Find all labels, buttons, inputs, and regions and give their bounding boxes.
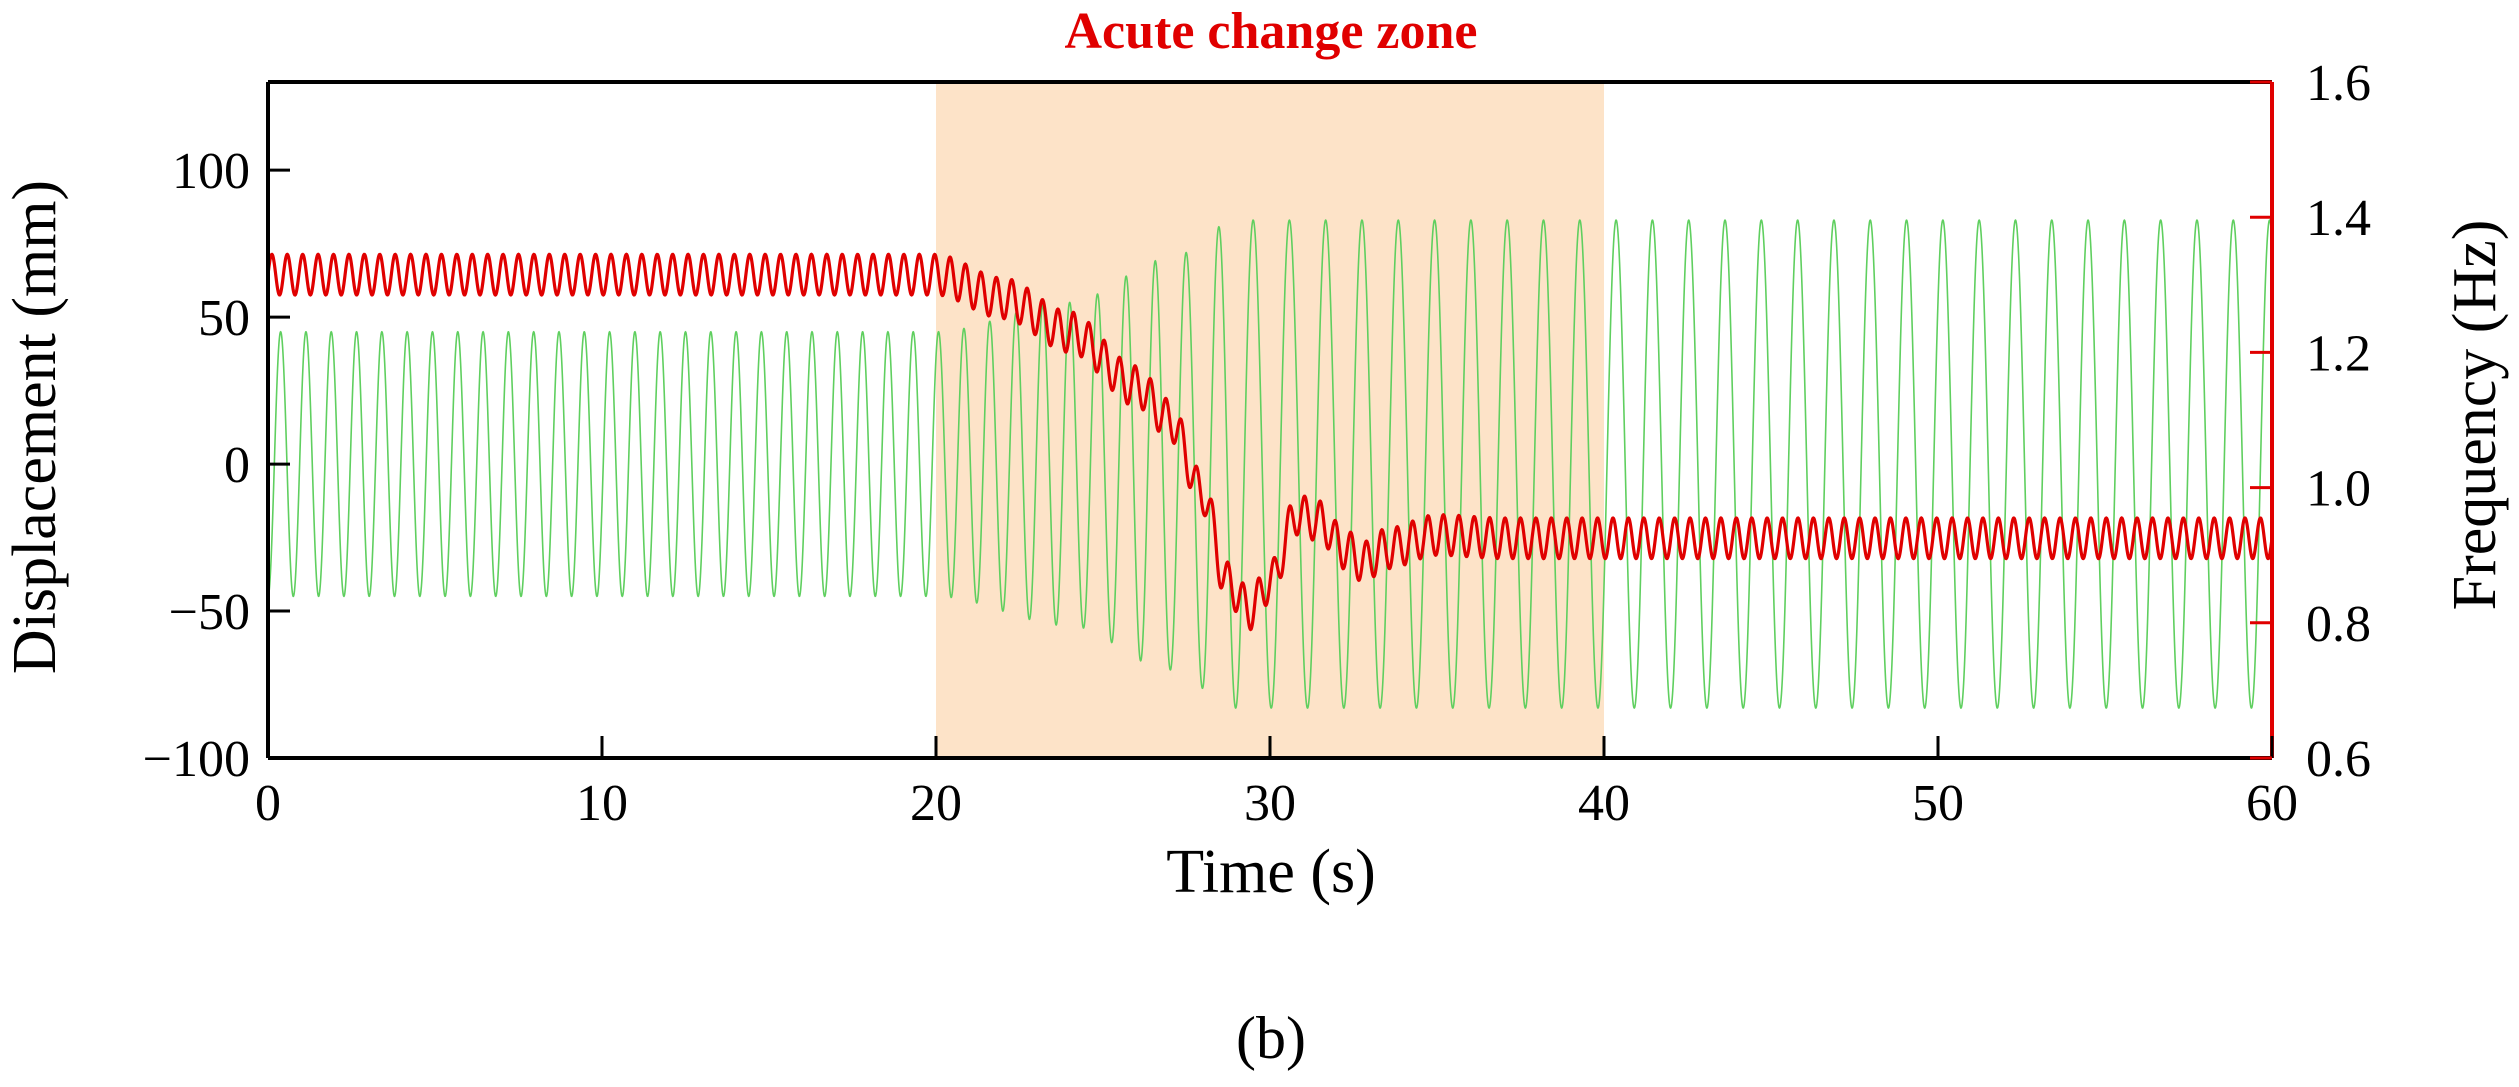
y-left-tick-label: 100 xyxy=(172,143,250,200)
zone-label: Acute change zone xyxy=(1064,3,1477,60)
x-tick-label: 10 xyxy=(576,775,628,832)
y-axis-right-title: Frequency (Hz) xyxy=(2441,220,2509,611)
panel-label: (b) xyxy=(1236,1005,1306,1071)
y-left-tick-label: −50 xyxy=(169,584,250,641)
y-axis-right: 0.6 0.8 1.0 1.2 1.4 1.6 xyxy=(2250,55,2371,788)
y-left-tick-label: −100 xyxy=(143,731,250,788)
y-left-tick-label: 0 xyxy=(224,437,250,494)
shaded-zone xyxy=(936,82,1604,758)
x-axis: 0 10 20 30 40 50 60 xyxy=(255,736,2298,832)
y-right-tick-label: 1.0 xyxy=(2306,461,2371,518)
frequency-series xyxy=(266,252,2274,632)
y-left-tick-label: 50 xyxy=(198,290,250,347)
x-tick-label: 50 xyxy=(1912,775,1964,832)
y-right-tick-label: 1.4 xyxy=(2306,190,2371,247)
y-right-tick-label: 1.2 xyxy=(2306,325,2371,382)
displacement-series xyxy=(267,219,2273,710)
y-axis-left-title: Displacement (mm) xyxy=(1,180,69,674)
y-axis-left: −100 −50 0 50 100 xyxy=(143,143,290,788)
y-right-tick-label: 1.6 xyxy=(2306,55,2371,112)
x-tick-label: 0 xyxy=(255,775,281,832)
y-right-tick-label: 0.6 xyxy=(2306,731,2371,788)
x-tick-label: 20 xyxy=(910,775,962,832)
y-right-tick-label: 0.8 xyxy=(2306,596,2371,653)
x-tick-label: 30 xyxy=(1244,775,1296,832)
x-tick-label: 40 xyxy=(1578,775,1630,832)
x-tick-label: 60 xyxy=(2246,775,2298,832)
x-axis-title: Time (s) xyxy=(1166,838,1376,906)
